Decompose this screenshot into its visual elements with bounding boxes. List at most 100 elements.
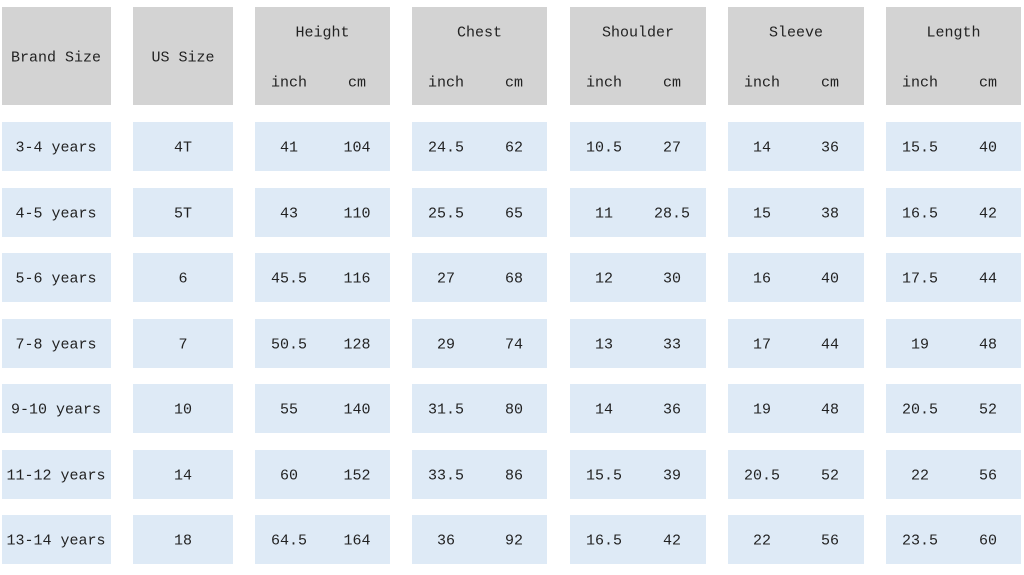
cell-text: 29 bbox=[436, 336, 456, 353]
cell-text: 40 bbox=[820, 270, 840, 287]
cell-text: 19 bbox=[910, 336, 930, 353]
row-cell bbox=[412, 450, 547, 499]
cell-text: 140 bbox=[343, 401, 371, 418]
cell-text: 14 bbox=[173, 467, 193, 484]
cell-text: 15.5 bbox=[585, 467, 623, 484]
cell-text: 23.5 bbox=[901, 532, 939, 549]
cell-text: 20.5 bbox=[901, 401, 939, 418]
cell-text: 45.5 bbox=[270, 270, 308, 287]
row-cell bbox=[2, 253, 111, 302]
row-cell bbox=[255, 384, 390, 433]
row-cell bbox=[570, 188, 706, 237]
cell-text: 52 bbox=[820, 467, 840, 484]
row-cell bbox=[133, 384, 233, 433]
cell-text: 44 bbox=[820, 336, 840, 353]
cell-text: 28.5 bbox=[653, 205, 691, 222]
row-cell bbox=[728, 319, 864, 368]
header-cell bbox=[133, 7, 233, 105]
row-cell bbox=[728, 253, 864, 302]
row-cell bbox=[570, 319, 706, 368]
cell-text: 15.5 bbox=[901, 139, 939, 156]
cell-text: 25.5 bbox=[427, 205, 465, 222]
cell-text: 22 bbox=[910, 467, 930, 484]
cell-text: 7-8 years bbox=[15, 336, 97, 353]
cell-text: 74 bbox=[504, 336, 524, 353]
cell-text: 14 bbox=[594, 401, 614, 418]
row-cell bbox=[133, 515, 233, 564]
row-cell bbox=[2, 188, 111, 237]
cell-text: 80 bbox=[504, 401, 524, 418]
row-cell bbox=[412, 188, 547, 237]
cell-text: 10.5 bbox=[585, 139, 623, 156]
cell-text: 60 bbox=[978, 532, 998, 549]
cell-text: 16.5 bbox=[901, 205, 939, 222]
cell-text: 43 bbox=[279, 205, 299, 222]
cell-text: 116 bbox=[343, 270, 371, 287]
row-cell bbox=[2, 515, 111, 564]
header-cell bbox=[255, 7, 390, 105]
cell-text: 42 bbox=[978, 205, 998, 222]
cell-text: 104 bbox=[343, 139, 371, 156]
cell-text: 65 bbox=[504, 205, 524, 222]
cell-text: 11 bbox=[594, 205, 614, 222]
row-cell bbox=[886, 515, 1021, 564]
cell-text: 39 bbox=[662, 467, 682, 484]
cell-text: 13-14 years bbox=[6, 532, 106, 549]
cell-text: 52 bbox=[978, 401, 998, 418]
cell-text: 27 bbox=[436, 270, 456, 287]
cell-text: 40 bbox=[978, 139, 998, 156]
group-title: Length bbox=[926, 24, 981, 42]
cell-text: 17 bbox=[752, 336, 772, 353]
cell-text: 12 bbox=[594, 270, 614, 287]
unit-label: cm bbox=[347, 74, 367, 92]
cell-text: 7 bbox=[178, 336, 188, 353]
cell-text: 3-4 years bbox=[15, 139, 97, 156]
row-cell bbox=[728, 515, 864, 564]
unit-label: inch bbox=[585, 74, 623, 92]
row-cell bbox=[2, 319, 111, 368]
cell-text: 30 bbox=[662, 270, 682, 287]
group-title: Sleeve bbox=[768, 24, 824, 42]
cell-text: 36 bbox=[436, 532, 456, 549]
row-cell bbox=[255, 515, 390, 564]
cell-text: 50.5 bbox=[270, 336, 308, 353]
cell-text: 92 bbox=[504, 532, 524, 549]
header-text: US Size bbox=[151, 49, 215, 67]
row-cell bbox=[412, 384, 547, 433]
unit-label: cm bbox=[820, 74, 840, 92]
row-cell bbox=[133, 188, 233, 237]
cell-text: 27 bbox=[662, 139, 682, 156]
row-cell bbox=[412, 122, 547, 171]
cell-text: 86 bbox=[504, 467, 524, 484]
group-title: Height bbox=[295, 24, 350, 42]
cell-text: 55 bbox=[279, 401, 299, 418]
cell-text: 11-12 years bbox=[6, 467, 106, 484]
row-cell bbox=[886, 253, 1021, 302]
cell-text: 9-10 years bbox=[10, 401, 102, 418]
cell-text: 33.5 bbox=[427, 467, 465, 484]
row-cell bbox=[728, 188, 864, 237]
cell-text: 15 bbox=[752, 205, 772, 222]
group-title: Shoulder bbox=[601, 24, 675, 42]
unit-label: cm bbox=[504, 74, 524, 92]
cell-text: 36 bbox=[662, 401, 682, 418]
row-cell bbox=[2, 450, 111, 499]
cell-text: 44 bbox=[978, 270, 998, 287]
unit-label: inch bbox=[427, 74, 465, 92]
cell-text: 152 bbox=[343, 467, 371, 484]
unit-label: inch bbox=[270, 74, 308, 92]
row-cell bbox=[728, 450, 864, 499]
cell-text: 19 bbox=[752, 401, 772, 418]
cell-text: 24.5 bbox=[427, 139, 465, 156]
cell-text: 60 bbox=[279, 467, 299, 484]
cell-text: 5-6 years bbox=[15, 270, 97, 287]
row-cell bbox=[133, 450, 233, 499]
row-cell bbox=[570, 384, 706, 433]
cell-text: 110 bbox=[343, 205, 371, 222]
cell-text: 38 bbox=[820, 205, 840, 222]
cell-text: 20.5 bbox=[743, 467, 781, 484]
cell-text: 6 bbox=[178, 270, 188, 287]
row-cell bbox=[886, 384, 1021, 433]
cell-text: 64.5 bbox=[270, 532, 308, 549]
row-cell bbox=[255, 319, 390, 368]
